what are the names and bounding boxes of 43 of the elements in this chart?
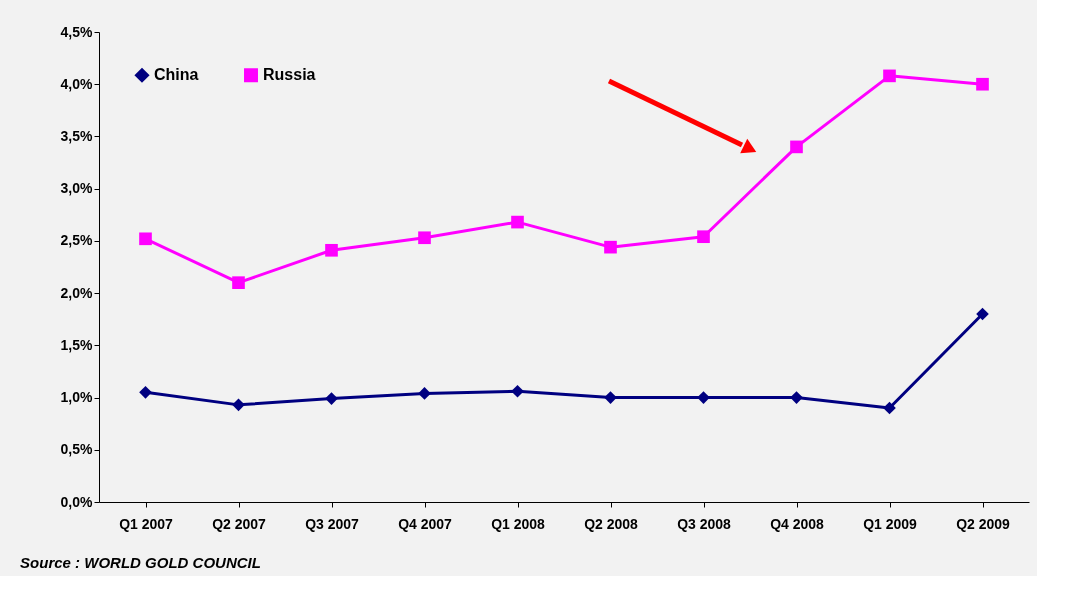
- y-tick-label: 0,0%: [60, 493, 94, 510]
- y-tick-label: 1,0%: [60, 389, 94, 406]
- point: [511, 384, 524, 398]
- point: [139, 386, 152, 399]
- point: [697, 230, 710, 244]
- x-tick-label: Q1 2009: [863, 515, 918, 532]
- source-note: Source : WORLD GOLD COUNCIL: [20, 554, 261, 571]
- x-tick-label: Q2 2008: [584, 515, 639, 532]
- legend-label: Russia: [263, 66, 316, 84]
- x-tick-label: Q2 2009: [956, 515, 1011, 532]
- x-tick-label: Q2 2007: [212, 515, 267, 532]
- point: [232, 276, 245, 289]
- y-tick-label: 1,5%: [60, 336, 94, 353]
- y-tick-label: 4,0%: [60, 75, 94, 92]
- y-tick-label: 0,5%: [60, 441, 94, 458]
- x-tick-label: Q3 2008: [677, 515, 732, 532]
- point: [418, 387, 431, 400]
- x-tick-label: Q4 2007: [398, 515, 453, 532]
- point: [232, 398, 245, 412]
- x-tick-label: Q1 2007: [119, 515, 174, 532]
- y-tick-label: 2,0%: [60, 284, 94, 301]
- y-tick-label: 2,5%: [60, 232, 94, 249]
- point: [325, 243, 338, 257]
- point: [790, 140, 803, 154]
- y-tick-label: 3,5%: [60, 127, 94, 144]
- point: [139, 232, 152, 246]
- legend-label: China: [154, 66, 199, 84]
- point: [604, 240, 617, 254]
- y-tick-label: 4,5%: [60, 23, 94, 40]
- x-tick-label: Q1 2008: [491, 515, 546, 532]
- x-tick-label: Q3 2007: [305, 515, 360, 532]
- point: [790, 391, 803, 404]
- point: [883, 69, 896, 83]
- point: [604, 391, 617, 404]
- point: [418, 231, 431, 245]
- point: [511, 215, 524, 229]
- point: [697, 391, 710, 404]
- point: [325, 392, 338, 405]
- x-tick-label: Q4 2008: [770, 515, 825, 532]
- y-tick-label: 3,0%: [60, 180, 94, 197]
- point: [976, 77, 989, 91]
- point: [883, 401, 896, 415]
- point: [976, 307, 989, 321]
